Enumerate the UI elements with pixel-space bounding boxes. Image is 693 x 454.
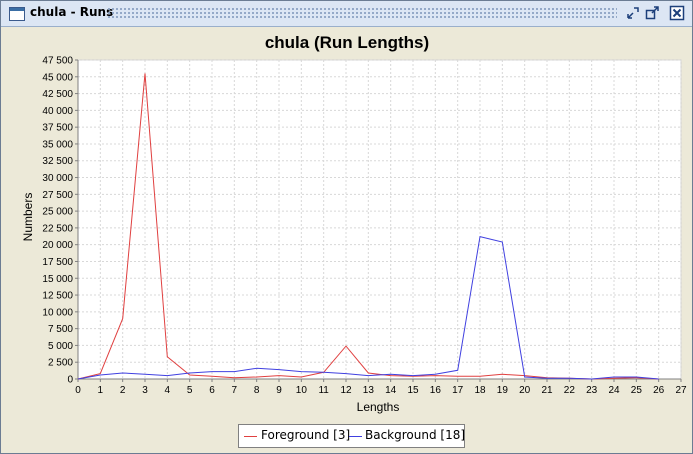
x-tick-label: 13 bbox=[363, 385, 375, 396]
y-tick-label: 10 000 bbox=[42, 307, 73, 318]
y-tick-label: 20 000 bbox=[42, 240, 73, 251]
x-tick-label: 20 bbox=[519, 385, 531, 396]
plot-area bbox=[77, 59, 682, 380]
title-bar-grip bbox=[107, 7, 617, 20]
y-tick-label: 17 500 bbox=[42, 257, 73, 268]
x-tick-label: 10 bbox=[296, 385, 308, 396]
x-tick-label: 5 bbox=[187, 385, 193, 396]
series-line-background bbox=[77, 235, 659, 380]
grid-lines bbox=[77, 59, 682, 380]
y-tick-label: 15 000 bbox=[42, 274, 73, 285]
x-tick-label: 9 bbox=[276, 385, 282, 396]
x-tick-label: 7 bbox=[232, 385, 238, 396]
window-icon bbox=[9, 7, 25, 21]
close-icon bbox=[669, 5, 685, 21]
y-tick-label: 2 500 bbox=[48, 358, 73, 369]
y-tick-label: 35 000 bbox=[42, 139, 73, 150]
window-title: chula - Runs bbox=[30, 5, 114, 19]
y-tick-label: 47 500 bbox=[42, 56, 73, 67]
x-tick-label: 27 bbox=[675, 385, 687, 396]
x-tick-label: 2 bbox=[120, 385, 126, 396]
x-tick-label: 4 bbox=[165, 385, 171, 396]
y-tick-label: 7 500 bbox=[48, 324, 73, 335]
title-bar[interactable]: chula - Runs bbox=[1, 1, 692, 27]
x-tick-label: 1 bbox=[98, 385, 104, 396]
chart-title: chula (Run Lengths) bbox=[265, 33, 429, 52]
x-tick-label: 3 bbox=[142, 385, 148, 396]
series-lines bbox=[77, 73, 659, 380]
x-tick-label: 25 bbox=[631, 385, 643, 396]
x-tick-label: 6 bbox=[209, 385, 215, 396]
x-tick-label: 21 bbox=[541, 385, 553, 396]
y-tick-label: 27 500 bbox=[42, 190, 73, 201]
x-tick-label: 11 bbox=[318, 385, 329, 396]
x-tick-label: 18 bbox=[474, 385, 486, 396]
y-tick-label: 5 000 bbox=[48, 341, 73, 352]
maximize-button[interactable] bbox=[644, 5, 660, 21]
legend-label-background: Background [18] bbox=[365, 428, 466, 442]
x-tick-label: 17 bbox=[452, 385, 464, 396]
close-button[interactable] bbox=[669, 5, 685, 21]
x-tick-label: 19 bbox=[497, 385, 509, 396]
x-tick-label: 15 bbox=[407, 385, 419, 396]
y-tick-label: 22 500 bbox=[42, 223, 73, 234]
x-tick-label: 0 bbox=[75, 385, 81, 396]
x-tick-label: 26 bbox=[653, 385, 665, 396]
y-tick-label: 25 000 bbox=[42, 207, 73, 218]
y-axis-ticks: 0 2 500 5 000 7 500 10 000 12 500 15 000 17 500… bbox=[42, 56, 78, 386]
y-tick-label: 37 500 bbox=[42, 123, 73, 134]
x-axis-label: Lengths bbox=[357, 400, 400, 414]
x-tick-label: 22 bbox=[564, 385, 576, 396]
x-tick-label: 24 bbox=[608, 385, 620, 396]
x-axis-ticks: 0 1 2 3 4 5 6 7 8 9 10 11 12 13 14 15 16 17 18 19 20 21 22 23 24… bbox=[75, 379, 687, 396]
y-tick-label: 0 bbox=[67, 375, 73, 386]
x-tick-label: 8 bbox=[254, 385, 260, 396]
minimize-restore-button[interactable] bbox=[625, 5, 641, 21]
x-tick-label: 14 bbox=[385, 385, 397, 396]
legend-swatch-background bbox=[349, 436, 362, 437]
y-tick-label: 45 000 bbox=[42, 72, 73, 83]
y-tick-label: 12 500 bbox=[42, 291, 73, 302]
minimize-restore-icon bbox=[625, 5, 641, 21]
y-tick-label: 42 500 bbox=[42, 89, 73, 100]
legend-swatch-foreground bbox=[244, 436, 257, 437]
x-tick-label: 16 bbox=[430, 385, 442, 396]
y-axis-label: Numbers bbox=[21, 193, 35, 242]
y-tick-label: 32 500 bbox=[42, 156, 73, 167]
maximize-icon bbox=[645, 6, 659, 20]
chart-legend: Foreground [3] Background [18] bbox=[238, 424, 465, 448]
y-tick-label: 30 000 bbox=[42, 173, 73, 184]
legend-label-foreground: Foreground [3] bbox=[261, 428, 351, 442]
x-tick-label: 12 bbox=[340, 385, 352, 396]
x-tick-label: 23 bbox=[586, 385, 598, 396]
y-tick-label: 40 000 bbox=[42, 106, 73, 117]
